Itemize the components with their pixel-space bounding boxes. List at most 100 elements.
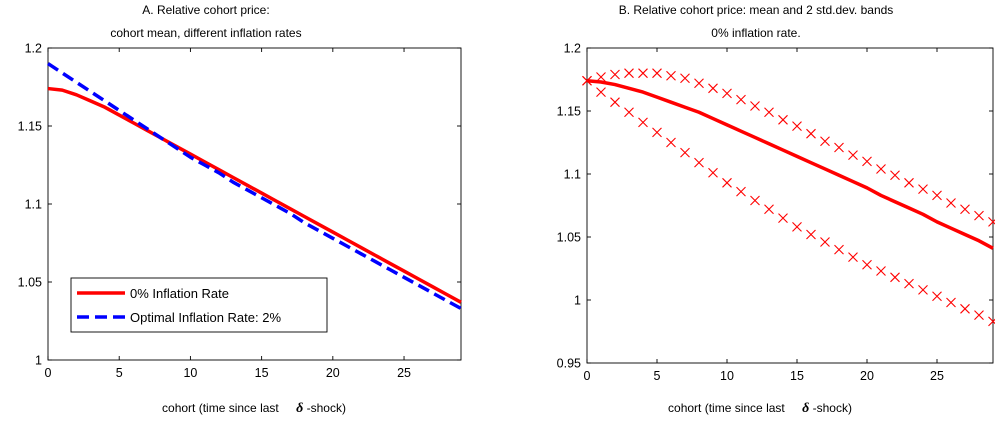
panel-a-legend-label-0pct: 0% Inflation Rate — [130, 286, 229, 301]
panel-b-x-tick-label: 10 — [720, 369, 734, 383]
panel-a-y-ticks: 1 1.05 1.1 1.15 1.2 — [18, 42, 461, 368]
panel-b-band-marker — [680, 73, 690, 84]
panel-b-band-marker — [946, 297, 956, 308]
panel-b-band-marker — [666, 70, 676, 81]
panel-b-band-marker — [638, 68, 648, 79]
panel-b-series-layer — [582, 68, 995, 327]
panel-b-band-marker — [918, 184, 928, 195]
panel-b-band-marker — [960, 204, 970, 215]
panel-b-band-marker — [876, 266, 886, 276]
panel-b-band-marker — [778, 213, 788, 223]
panel-b-band-marker — [708, 83, 718, 94]
panel-b-x-tick-label: 5 — [654, 369, 661, 383]
panel-a-title-line-1: A. Relative cohort price: — [142, 3, 269, 17]
panel-a-x-tick-label: 15 — [255, 366, 269, 380]
panel-b-band-marker — [652, 68, 662, 79]
panel-b-band-marker — [918, 285, 928, 295]
panel-b-band-marker — [946, 198, 956, 208]
panel-b-band-marker — [890, 170, 900, 181]
panel-b-x-axis-label-delta: δ — [802, 401, 809, 416]
panel-b-band-marker — [834, 142, 844, 153]
panel-a-y-tick-label: 1.1 — [25, 198, 42, 212]
panel-b-band-marker — [764, 107, 774, 118]
panel-b-y-tick-label: 1.05 — [557, 231, 581, 245]
panel-b-x-axis-label: cohort (time since last δ -shock) — [668, 401, 852, 416]
panel-b-band-marker — [736, 94, 746, 105]
panel-b-x-ticks: 0 5 10 15 20 25 — [584, 48, 944, 383]
panel-b-band-marker — [610, 97, 620, 108]
panel-a-series-line-1 — [47, 62, 462, 311]
panel-a-series-line-0 — [47, 86, 462, 304]
panel-b-band-marker — [806, 128, 816, 139]
panel-b-band-marker — [750, 195, 760, 206]
panel-b-band-marker — [624, 68, 634, 79]
panel-b-band-marker — [862, 156, 872, 167]
panel-b-band-marker — [848, 150, 858, 160]
panel-b-band-marker — [792, 222, 802, 232]
panel-a-x-ticks: 0 5 10 15 20 25 — [45, 48, 411, 380]
panel-b-band-marker — [904, 278, 914, 289]
panel-b-band-marker — [876, 164, 886, 174]
panel-b-band-marker — [960, 303, 970, 314]
panel-b-y-ticks: 0.95 1 1.05 1.1 1.15 1.2 — [557, 42, 993, 371]
panel-a-y-tick-label: 1.05 — [18, 276, 42, 290]
panel-a-y-tick-label: 1 — [35, 354, 42, 368]
panel-a-x-tick-label: 0 — [45, 366, 52, 380]
panel-b-band-marker — [974, 310, 984, 321]
panel-b-y-tick-label: 0.95 — [557, 357, 581, 371]
panel-b-band-marker — [610, 69, 620, 80]
panel-b-band-marker — [764, 204, 774, 215]
panel-b-x-tick-label: 25 — [930, 369, 944, 383]
panel-b-band-marker — [638, 117, 648, 128]
panel-b-band-marker — [596, 72, 606, 82]
panel-b-band-marker — [736, 186, 746, 197]
panel-a-x-axis-label-suffix: -shock) — [307, 401, 346, 415]
panel-b-x-tick-label: 0 — [584, 369, 591, 383]
panel-b-band-marker — [652, 127, 662, 138]
panel-b-band-marker — [624, 107, 634, 118]
panel-b-band-marker — [778, 114, 788, 125]
panel-b-band-marker — [974, 210, 984, 221]
panel-b-band-marker — [666, 137, 676, 148]
panel-a-x-tick-label: 25 — [397, 366, 411, 380]
panel-a-series-layer — [47, 62, 462, 311]
panel-a-x-axis-label-delta: δ — [296, 401, 303, 416]
panel-b-band-series-2 — [582, 75, 995, 327]
panel-a-legend: 0% Inflation Rate Optimal Inflation Rate… — [70, 277, 328, 333]
panel-a-x-axis-label: cohort (time since last δ -shock) — [162, 401, 346, 416]
panel-b-title-line-1: B. Relative cohort price: mean and 2 std… — [619, 3, 894, 17]
panel-b-x-tick-label: 20 — [860, 369, 874, 383]
panel-b-band-marker — [694, 78, 704, 89]
panel-b-band-marker — [694, 157, 704, 168]
panel-b-x-tick-label: 15 — [790, 369, 804, 383]
panel-b-band-marker — [848, 252, 858, 263]
panel-b-band-marker — [722, 88, 732, 99]
panel-a-y-tick-label: 1.2 — [25, 42, 42, 56]
panel-b-title-line-2: 0% inflation rate. — [711, 26, 800, 40]
panel-b: B. Relative cohort price: mean and 2 std… — [557, 3, 995, 416]
panel-b-y-tick-label: 1.15 — [557, 105, 581, 119]
panel-a-legend-label-optimal: Optimal Inflation Rate: 2% — [130, 310, 281, 325]
panel-b-band-marker — [904, 177, 914, 188]
panel-b-band-marker — [806, 229, 816, 240]
panel-a-x-tick-label: 20 — [326, 366, 340, 380]
panel-b-y-tick-label: 1 — [574, 294, 581, 308]
panel-b-band-marker — [708, 167, 718, 178]
panel-a: A. Relative cohort price: cohort mean, d… — [18, 3, 462, 416]
panel-a-x-axis-label-text: cohort (time since last — [162, 401, 279, 415]
panel-a-legend-box — [70, 277, 328, 333]
panel-b-band-marker — [722, 177, 732, 188]
panel-b-band-marker — [820, 237, 830, 247]
panel-b-plot-frame — [586, 47, 994, 364]
panel-b-band-marker — [890, 272, 900, 283]
panel-b-band-marker — [932, 190, 942, 201]
panel-b-band-marker — [988, 216, 995, 227]
panel-b-y-tick-label: 1.2 — [564, 42, 581, 56]
panel-b-band-marker — [862, 259, 872, 270]
panel-b-y-tick-label: 1.1 — [564, 168, 581, 182]
panel-b-band-marker — [988, 316, 995, 327]
panel-b-band-marker — [582, 75, 592, 86]
panel-a-x-tick-label: 10 — [183, 366, 197, 380]
panel-b-band-marker — [820, 136, 830, 147]
panel-b-x-axis-label-suffix: -shock) — [813, 401, 852, 415]
